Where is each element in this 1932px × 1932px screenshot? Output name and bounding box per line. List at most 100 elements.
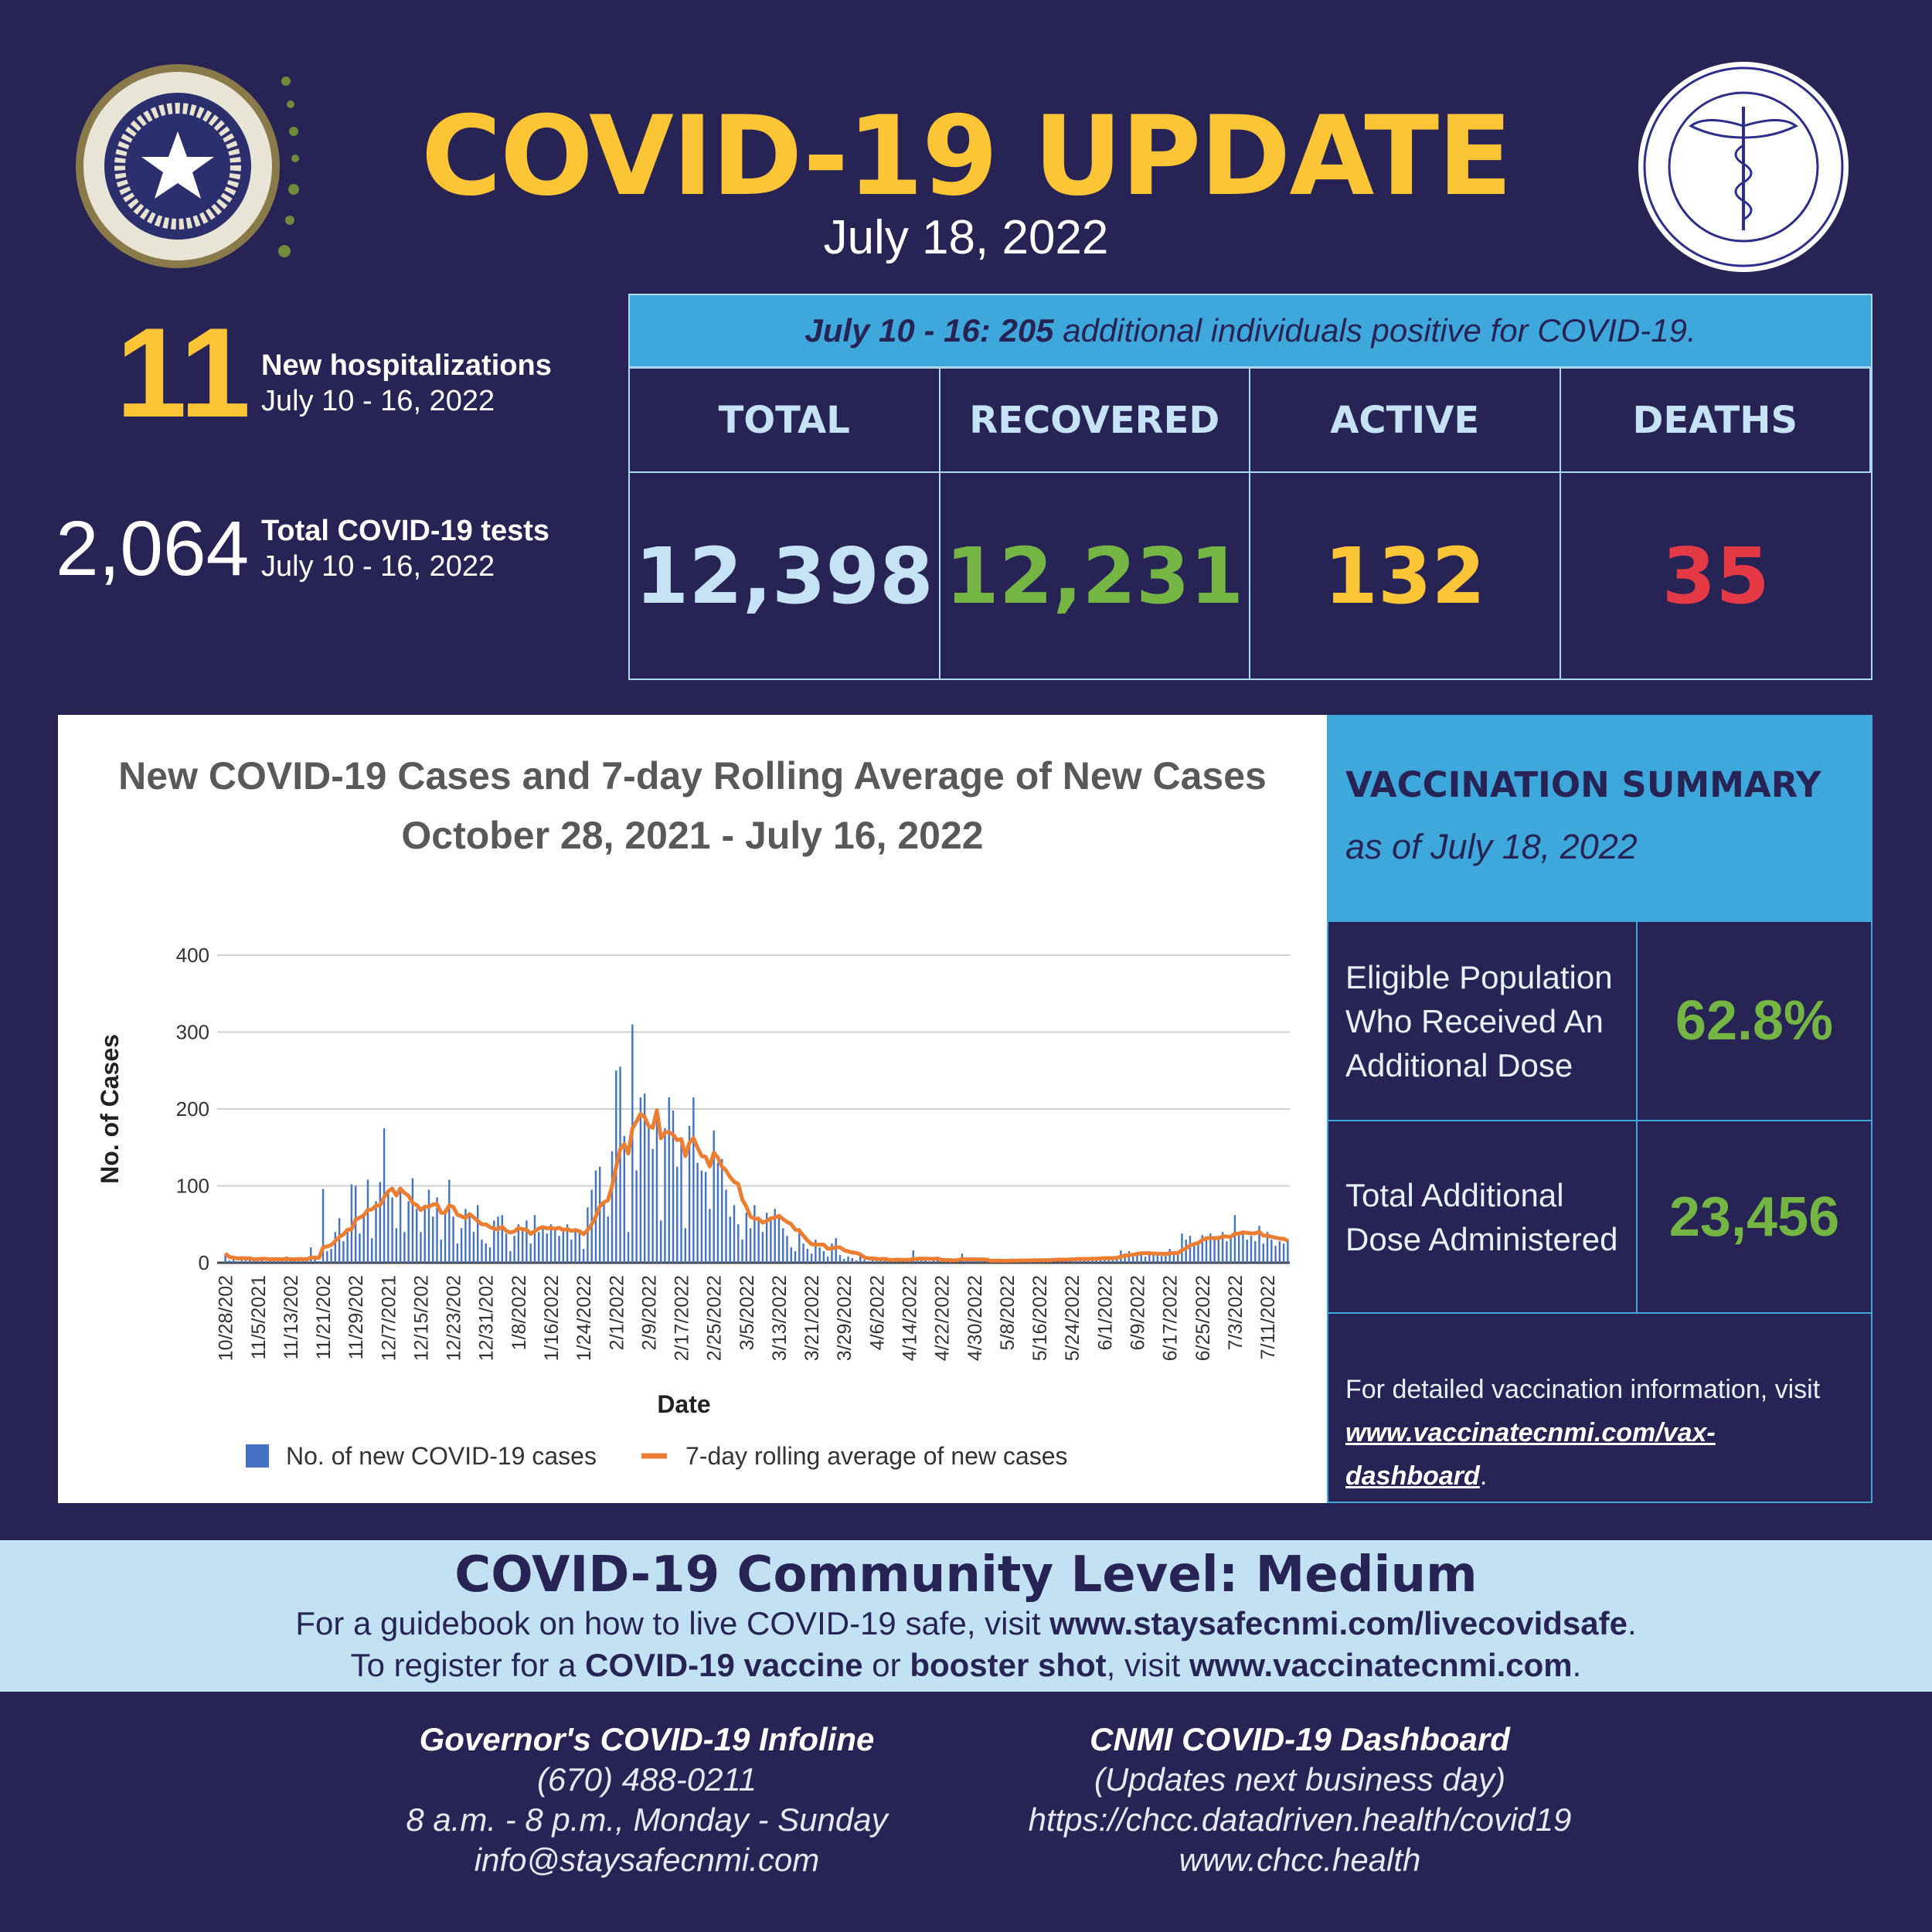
x-tick-label: 3/21/2022 (801, 1275, 823, 1361)
case-bar (774, 1209, 776, 1263)
dashboard-link[interactable]: https://chcc.datadriven.health/covid19 (1028, 1801, 1572, 1838)
case-bar (676, 1166, 679, 1263)
header-recovered: RECOVERED (940, 369, 1250, 473)
case-bar (265, 1261, 267, 1263)
case-bar (916, 1260, 919, 1263)
case-bar (1201, 1235, 1203, 1263)
header-total: TOTAL (630, 369, 940, 473)
case-bar (440, 1240, 442, 1263)
case-bar (985, 1260, 988, 1263)
period: . (1627, 1605, 1637, 1641)
value-active: 132 (1250, 473, 1561, 679)
case-bar (655, 1109, 658, 1263)
additional-dose-rate-value: 62.8% (1675, 990, 1834, 1052)
case-bar (432, 1216, 434, 1263)
case-bar (867, 1261, 870, 1263)
case-bar (1278, 1241, 1281, 1263)
case-bar (733, 1205, 736, 1263)
case-bar (574, 1228, 577, 1263)
case-bar (721, 1158, 723, 1263)
x-tick-label: 5/24/2022 (1062, 1275, 1083, 1361)
x-tick-label: 1/24/2022 (573, 1275, 595, 1361)
case-bar (969, 1261, 971, 1263)
update-date: July 18, 2022 (823, 211, 1109, 264)
case-bar (1274, 1246, 1277, 1263)
case-bar (1226, 1241, 1228, 1263)
tests-count: 2,064 (56, 505, 250, 592)
case-bar (338, 1218, 341, 1263)
vaccine-text: COVID-19 vaccine (585, 1647, 863, 1683)
case-bar (350, 1184, 353, 1263)
case-bar (570, 1240, 573, 1263)
case-bar (362, 1216, 365, 1263)
case-bar (631, 1024, 634, 1263)
infoline-title: Governor's COVID-19 Infoline (419, 1721, 875, 1757)
case-bar (587, 1207, 589, 1263)
case-bar (464, 1209, 467, 1263)
case-bar (599, 1166, 601, 1263)
infoline-contact: Governor's COVID-19 Infoline (670) 488-0… (299, 1719, 995, 1880)
case-bar (1230, 1238, 1232, 1263)
case-bar (342, 1241, 345, 1263)
case-bar (892, 1261, 894, 1263)
case-bar (1104, 1258, 1106, 1263)
period: . (1572, 1647, 1582, 1683)
case-bar (745, 1213, 748, 1263)
case-bar (940, 1261, 943, 1263)
case-stats-table: July 10 - 16: 205 additional individuals… (628, 294, 1872, 680)
hospitalizations-period: July 10 - 16, 2022 (261, 385, 495, 417)
value-recovered: 12,231 (940, 473, 1250, 679)
cases-chart: New COVID-19 Cases and 7-day Rolling Ave… (96, 754, 1290, 1470)
chcc-link[interactable]: www.chcc.health (1179, 1842, 1421, 1878)
case-bar (981, 1261, 984, 1263)
page-title: COVID-19 UPDATE (420, 93, 1512, 220)
register-text: To register for a (350, 1647, 586, 1683)
case-bar (810, 1253, 813, 1263)
case-bar (607, 1216, 609, 1263)
case-bar (334, 1232, 337, 1263)
case-bar (1193, 1243, 1196, 1263)
case-bar (696, 1162, 699, 1263)
case-bar (741, 1240, 743, 1263)
case-bar (790, 1247, 792, 1263)
case-bar (505, 1233, 508, 1263)
case-bar (729, 1216, 731, 1263)
vaccination-summary: VACCINATION SUMMARY as of July 18, 2022 … (1327, 715, 1872, 1503)
case-bar (321, 1189, 325, 1263)
case-bar (757, 1216, 760, 1263)
case-bar (411, 1178, 414, 1263)
value-total: 12,398 (630, 473, 940, 679)
vax-dashboard-link[interactable]: www.vaccinatecnmi.com/vax-dashboard (1345, 1418, 1716, 1491)
case-bar (920, 1259, 923, 1263)
case-bar (427, 1189, 430, 1263)
case-bar (513, 1236, 515, 1263)
case-bar (928, 1261, 931, 1263)
case-bar (1144, 1257, 1147, 1263)
booster-text: booster shot (910, 1647, 1107, 1683)
case-bar (359, 1233, 361, 1263)
case-bar (468, 1213, 471, 1263)
case-bar (782, 1228, 784, 1263)
case-bar (761, 1232, 764, 1263)
case-bar (876, 1260, 878, 1263)
case-bar (1258, 1226, 1260, 1263)
chart-subtitle: October 28, 2021 - July 16, 2022 (401, 814, 983, 857)
x-tick-label: 12/31/202 (476, 1275, 498, 1361)
case-bar (578, 1232, 581, 1263)
chcc-logo (1638, 62, 1849, 272)
dashboard-title: CNMI COVID-19 Dashboard (1090, 1721, 1510, 1757)
dashboard-contact: CNMI COVID-19 Dashboard (Updates next bu… (952, 1719, 1648, 1880)
x-tick-label: 3/29/2022 (834, 1275, 855, 1361)
case-bar (700, 1170, 703, 1263)
case-bar (538, 1232, 540, 1263)
case-bar (835, 1238, 837, 1263)
infoline-email[interactable]: info@staysafecnmi.com (474, 1842, 820, 1878)
vaccinatecnmi-link[interactable]: www.vaccinatecnmi.com (1189, 1647, 1573, 1683)
case-bar (1250, 1236, 1253, 1263)
case-bar (684, 1228, 687, 1263)
case-bar (236, 1261, 239, 1263)
case-bar (224, 1253, 226, 1263)
infoline-phone[interactable]: (670) 488-0211 (536, 1761, 757, 1798)
livecovidsafe-link[interactable]: www.staysafecnmi.com/livecovidsafe (1049, 1605, 1628, 1641)
case-bar (452, 1216, 454, 1263)
